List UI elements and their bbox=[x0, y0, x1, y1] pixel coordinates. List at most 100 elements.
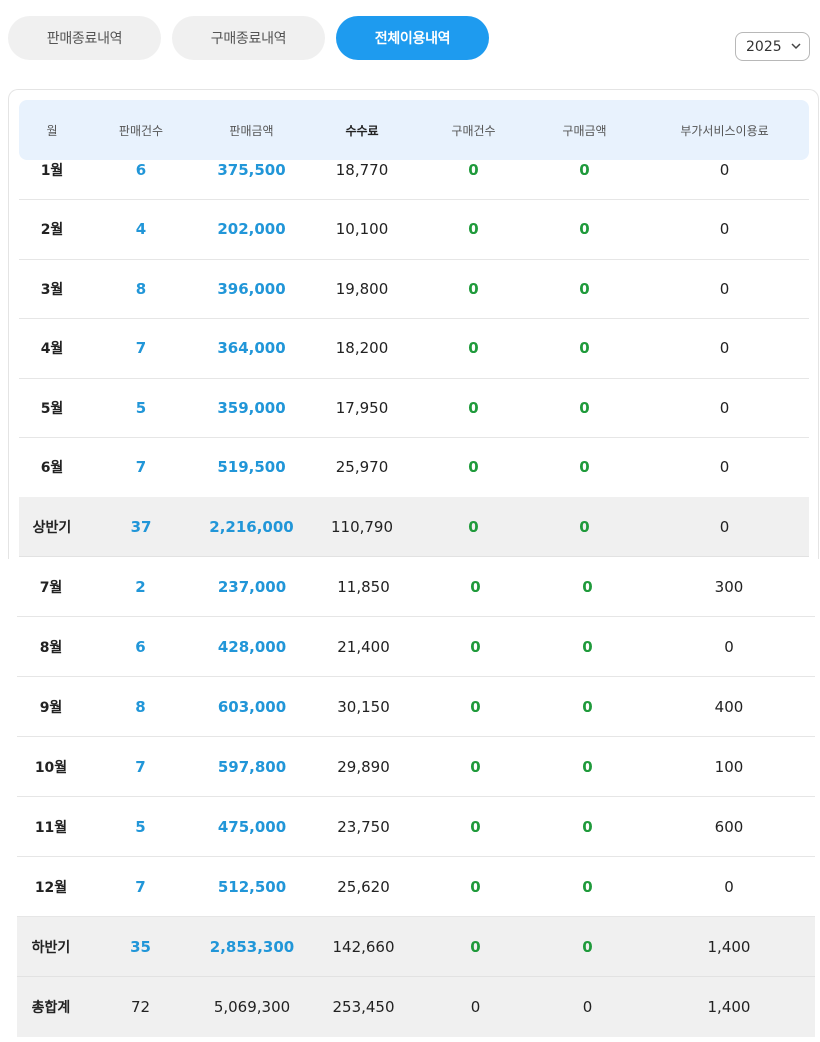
tab-sales-ended[interactable]: 판매종료내역 bbox=[8, 16, 161, 60]
cell-purchase-count: 0 bbox=[468, 458, 479, 476]
cell-purchase-amount: 0 bbox=[579, 339, 590, 357]
cell-purchase-count: 0 bbox=[468, 517, 479, 536]
cell-extra-service-fee: 1,400 bbox=[707, 998, 751, 1016]
cell-sales-count: 7 bbox=[135, 877, 146, 896]
cell-month: 4월 bbox=[40, 341, 64, 357]
table-row: 11월 5 475,000 23,750 0 0 600 bbox=[17, 797, 815, 857]
cell-month: 1월 bbox=[40, 162, 64, 179]
cell-fee: 110,790 bbox=[330, 517, 394, 536]
table-row: 7월 2 237,000 11,850 0 0 300 bbox=[17, 557, 815, 617]
cell-purchase-amount: 0 bbox=[582, 817, 593, 836]
cell-purchase-count: 0 bbox=[470, 937, 481, 956]
subtotal-row: 상반기 37 2,216,000 110,790 0 0 0 bbox=[19, 497, 809, 557]
cell-purchase-amount: 0 bbox=[579, 517, 590, 536]
cell-purchase-count: 0 bbox=[468, 279, 479, 298]
cell-fee: 29,890 bbox=[337, 757, 390, 776]
cell-extra-service-fee: 100 bbox=[714, 757, 744, 776]
cell-extra-service-fee: 0 bbox=[719, 279, 730, 298]
cell-fee: 25,620 bbox=[337, 877, 390, 896]
cell-sales-amount: 375,500 bbox=[217, 160, 286, 179]
table-row: 12월 7 512,500 25,620 0 0 0 bbox=[17, 857, 815, 917]
cell-sales-count: 72 bbox=[130, 998, 151, 1016]
cell-sales-count: 5 bbox=[135, 817, 146, 836]
cell-fee: 19,800 bbox=[335, 279, 389, 298]
cell-extra-service-fee: 1,400 bbox=[707, 937, 751, 956]
cell-sales-count: 37 bbox=[130, 517, 152, 536]
header-fee: 수수료 bbox=[345, 123, 379, 138]
cell-month: 11월 bbox=[34, 819, 68, 836]
grand-total-row: 총합계 72 5,069,300 253,450 0 0 1,400 bbox=[17, 977, 815, 1037]
cell-fee: 17,950 bbox=[335, 398, 389, 417]
cell-fee: 10,100 bbox=[335, 220, 389, 238]
cell-sales-count: 2 bbox=[135, 577, 146, 596]
cell-purchase-amount: 0 bbox=[582, 697, 593, 716]
cell-month: 10월 bbox=[34, 759, 68, 776]
tab-purchase-ended[interactable]: 구매종료내역 bbox=[172, 16, 325, 60]
cell-sales-amount: 603,000 bbox=[217, 697, 287, 716]
cell-purchase-count: 0 bbox=[470, 817, 481, 836]
cell-purchase-amount: 0 bbox=[582, 937, 593, 956]
tab-all-usage[interactable]: 전체이용내역 bbox=[336, 16, 489, 60]
cell-sales-amount: 202,000 bbox=[217, 220, 286, 238]
cell-purchase-amount: 0 bbox=[582, 577, 593, 596]
cell-month: 상반기 bbox=[32, 519, 72, 536]
cell-fee: 25,970 bbox=[335, 458, 389, 476]
cell-month: 8월 bbox=[39, 639, 63, 656]
cell-extra-service-fee: 0 bbox=[719, 398, 730, 417]
cell-sales-amount: 512,500 bbox=[217, 877, 287, 896]
cell-month: 3월 bbox=[40, 281, 64, 298]
year-select[interactable]: 2025 bbox=[735, 32, 810, 61]
header-sales-count: 판매건수 bbox=[118, 123, 164, 138]
cell-purchase-amount: 0 bbox=[579, 458, 590, 476]
cell-purchase-amount: 0 bbox=[582, 877, 593, 896]
table-row: 1월 6 375,500 18,770 0 0 0 bbox=[19, 140, 809, 200]
subtotal-row: 하반기 35 2,853,300 142,660 0 0 1,400 bbox=[17, 917, 815, 977]
cell-extra-service-fee: 0 bbox=[719, 160, 730, 179]
cell-purchase-amount: 0 bbox=[582, 637, 593, 656]
year-select-value: 2025 bbox=[746, 38, 782, 55]
header-purchase-amount: 구매금액 bbox=[562, 123, 607, 138]
cell-purchase-count: 0 bbox=[468, 398, 479, 417]
table-row: 5월 5 359,000 17,950 0 0 0 bbox=[19, 378, 809, 438]
cell-month: 하반기 bbox=[31, 939, 71, 956]
header-purchase-count: 구매건수 bbox=[451, 123, 496, 138]
header-extra-service-fee: 부가서비스이용료 bbox=[680, 123, 769, 138]
cell-fee: 23,750 bbox=[337, 817, 390, 836]
cell-month: 7월 bbox=[39, 579, 63, 596]
cell-sales-count: 7 bbox=[135, 458, 147, 476]
cell-sales-count: 6 bbox=[135, 160, 147, 179]
cell-purchase-count: 0 bbox=[470, 998, 481, 1016]
cell-sales-amount: 5,069,300 bbox=[213, 998, 291, 1016]
table-row: 3월 8 396,000 19,800 0 0 0 bbox=[19, 259, 809, 319]
cell-sales-amount: 359,000 bbox=[217, 398, 286, 417]
cell-month: 총합계 bbox=[31, 1000, 71, 1016]
cell-fee: 21,400 bbox=[337, 637, 390, 656]
cell-purchase-count: 0 bbox=[468, 339, 479, 357]
table-row: 9월 8 603,000 30,150 0 0 400 bbox=[17, 677, 815, 737]
cell-month: 9월 bbox=[39, 699, 63, 716]
cell-purchase-amount: 0 bbox=[579, 160, 590, 179]
cell-purchase-count: 0 bbox=[470, 697, 481, 716]
cell-fee: 18,200 bbox=[335, 339, 389, 357]
cell-month: 6월 bbox=[40, 460, 64, 476]
cell-extra-service-fee: 0 bbox=[724, 877, 734, 896]
cell-month: 2월 bbox=[40, 222, 64, 238]
cell-sales-amount: 237,000 bbox=[217, 577, 287, 596]
cell-sales-count: 5 bbox=[135, 398, 147, 417]
cell-month: 5월 bbox=[40, 400, 64, 417]
table-row: 8월 6 428,000 21,400 0 0 0 bbox=[17, 617, 815, 677]
cell-extra-service-fee: 0 bbox=[719, 339, 730, 357]
cell-fee: 18,770 bbox=[335, 160, 389, 179]
cell-sales-count: 7 bbox=[135, 339, 147, 357]
cell-month: 12월 bbox=[34, 879, 68, 896]
cell-extra-service-fee: 300 bbox=[714, 577, 744, 596]
cell-sales-amount: 396,000 bbox=[217, 279, 286, 298]
header-month: 월 bbox=[46, 123, 58, 138]
cell-sales-count: 8 bbox=[135, 279, 147, 298]
cell-sales-count: 7 bbox=[135, 757, 146, 776]
cell-sales-count: 35 bbox=[130, 937, 151, 956]
cell-purchase-count: 0 bbox=[468, 160, 479, 179]
cell-sales-count: 4 bbox=[135, 220, 147, 238]
cell-purchase-amount: 0 bbox=[579, 220, 590, 238]
cell-purchase-amount: 0 bbox=[582, 998, 593, 1016]
